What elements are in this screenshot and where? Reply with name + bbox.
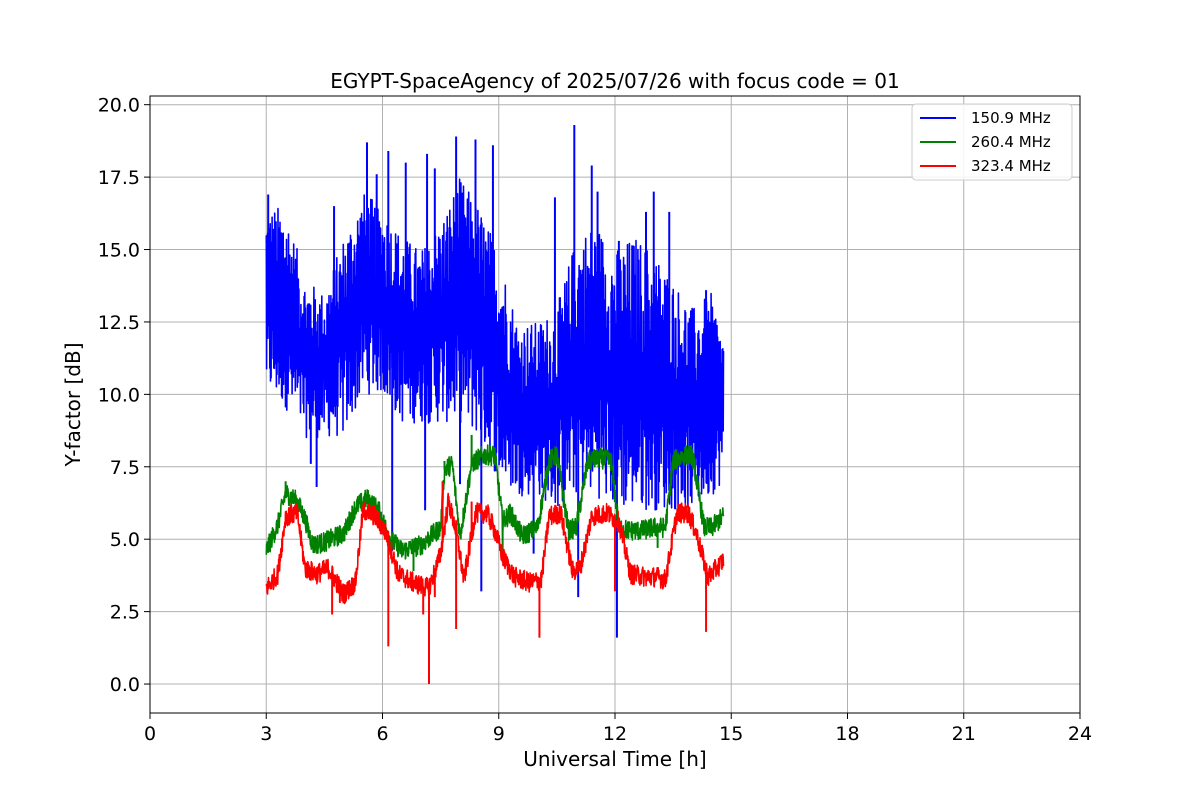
series-150_9-mhz xyxy=(265,124,725,638)
x-tick-label: 24 xyxy=(1068,723,1092,745)
x-tick-label: 0 xyxy=(144,723,156,745)
y-tick-label: 17.5 xyxy=(98,167,140,189)
legend-label: 260.4 MHz xyxy=(971,133,1051,151)
y-tick-label: 20.0 xyxy=(98,95,140,117)
series-line xyxy=(265,178,725,511)
y-axis-label: Y-factor [dB] xyxy=(61,342,85,467)
legend-label: 323.4 MHz xyxy=(971,157,1051,175)
series-260_4-mhz xyxy=(265,434,725,572)
x-tick-label: 9 xyxy=(493,723,505,745)
x-tick-label: 15 xyxy=(719,723,743,745)
y-tick-label: 10.0 xyxy=(98,384,140,406)
y-tick-label: 5.0 xyxy=(110,529,140,551)
series-line xyxy=(265,492,725,605)
legend: 150.9 MHz 260.4 MHz 323.4 MHz xyxy=(911,103,1073,181)
legend-label: 150.9 MHz xyxy=(971,109,1051,127)
series-323_4-mhz xyxy=(265,481,725,685)
y-tick-label: 0.0 xyxy=(110,674,140,696)
y-tick-label: 2.5 xyxy=(110,602,140,624)
y-tick-label: 12.5 xyxy=(98,312,140,334)
x-tick-label: 12 xyxy=(603,723,627,745)
y-axis: 0.0 2.5 5.0 7.5 10.0 12.5 15.0 17.5 20.0 xyxy=(98,95,150,696)
chart-title: EGYPT-SpaceAgency of 2025/07/26 with foc… xyxy=(330,69,899,93)
x-axis: 0 3 6 9 12 15 18 21 24 xyxy=(144,713,1092,745)
x-tick-label: 18 xyxy=(835,723,859,745)
y-tick-label: 7.5 xyxy=(110,457,140,479)
x-axis-label: Universal Time [h] xyxy=(523,747,706,771)
y-tick-label: 15.0 xyxy=(98,240,140,262)
x-tick-label: 21 xyxy=(952,723,976,745)
x-tick-label: 3 xyxy=(260,723,272,745)
series-line xyxy=(265,444,725,560)
series-layer xyxy=(265,124,725,685)
legend-box xyxy=(911,103,1073,181)
x-tick-label: 6 xyxy=(376,723,388,745)
